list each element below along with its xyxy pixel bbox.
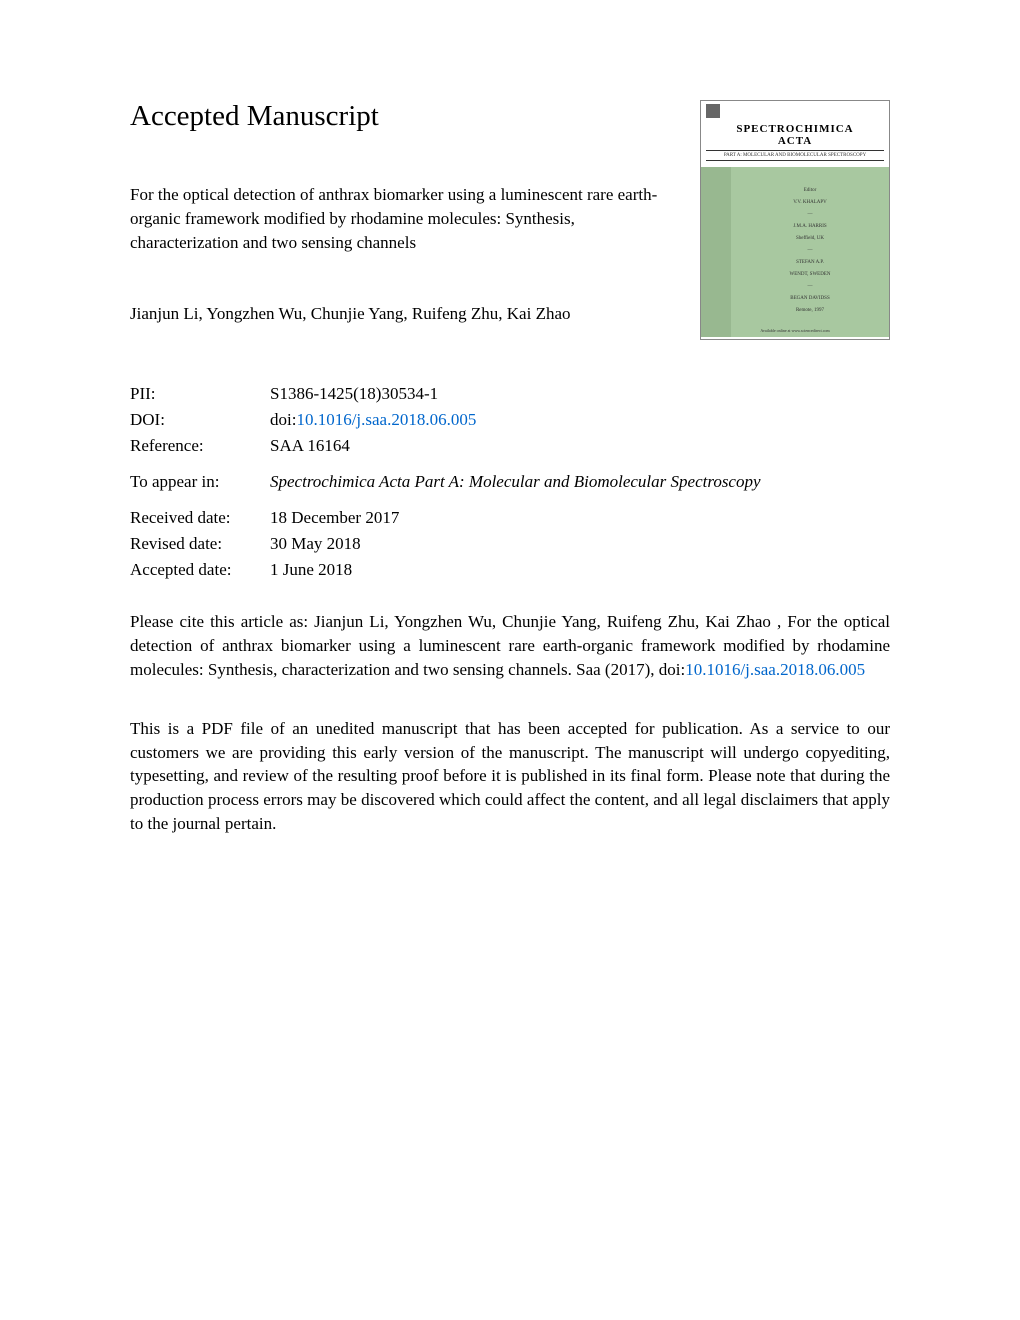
meta-row-pii: PII: S1386-1425(18)30534-1 — [130, 384, 890, 404]
meta-row-reference: Reference: SAA 16164 — [130, 436, 890, 456]
appear-label: To appear in: — [130, 472, 270, 492]
page-title: Accepted Manuscript — [130, 100, 660, 133]
doi-label: DOI: — [130, 410, 270, 430]
meta-row-received: Received date: 18 December 2017 — [130, 508, 890, 528]
doi-prefix: doi: — [270, 410, 296, 429]
citation-text: Please cite this article as: Jianjun Li,… — [130, 610, 890, 681]
cover-center: Editor V.V. KHALAPV — J.M.A. HARRIS Shef… — [731, 167, 889, 337]
cover-left-strip — [701, 167, 731, 337]
meta-row-revised: Revised date: 30 May 2018 — [130, 534, 890, 554]
reference-value: SAA 16164 — [270, 436, 890, 456]
cover-journal-name-1: SPECTROCHIMICA — [706, 123, 884, 135]
accepted-label: Accepted date: — [130, 560, 270, 580]
cover-header — [701, 101, 889, 121]
left-column: Accepted Manuscript For the optical dete… — [130, 100, 660, 354]
meta-row-appear: To appear in: Spectrochimica Acta Part A… — [130, 472, 890, 492]
pii-value: S1386-1425(18)30534-1 — [270, 384, 890, 404]
pii-label: PII: — [130, 384, 270, 404]
appear-value: Spectrochimica Acta Part A: Molecular an… — [270, 472, 890, 492]
publisher-logo-icon — [706, 104, 720, 118]
received-label: Received date: — [130, 508, 270, 528]
meta-row-accepted: Accepted date: 1 June 2018 — [130, 560, 890, 580]
metadata-table: PII: S1386-1425(18)30534-1 DOI: doi:10.1… — [130, 384, 890, 580]
doi-value: doi:10.1016/j.saa.2018.06.005 — [270, 410, 890, 430]
article-title: For the optical detection of anthrax bio… — [130, 183, 660, 254]
citation-doi-link[interactable]: 10.1016/j.saa.2018.06.005 — [685, 660, 865, 679]
revised-label: Revised date: — [130, 534, 270, 554]
accepted-value: 1 June 2018 — [270, 560, 890, 580]
cover-journal-name-2: ACTA — [706, 135, 884, 147]
cover-footer: Available online at www.sciencedirect.co… — [701, 328, 889, 333]
received-value: 18 December 2017 — [270, 508, 890, 528]
cover-body: Editor V.V. KHALAPV — J.M.A. HARRIS Shef… — [701, 167, 889, 337]
doi-link[interactable]: 10.1016/j.saa.2018.06.005 — [296, 410, 476, 429]
header-row: Accepted Manuscript For the optical dete… — [130, 100, 890, 354]
cover-subtitle: PART A: MOLECULAR AND BIOMOLECULAR SPECT… — [706, 150, 884, 161]
revised-value: 30 May 2018 — [270, 534, 890, 554]
cover-title-section: SPECTROCHIMICA ACTA PART A: MOLECULAR AN… — [701, 121, 889, 167]
journal-cover-thumbnail: SPECTROCHIMICA ACTA PART A: MOLECULAR AN… — [700, 100, 890, 340]
meta-row-doi: DOI: doi:10.1016/j.saa.2018.06.005 — [130, 410, 890, 430]
disclaimer-text: This is a PDF file of an unedited manusc… — [130, 717, 890, 836]
authors: Jianjun Li, Yongzhen Wu, Chunjie Yang, R… — [130, 304, 660, 324]
reference-label: Reference: — [130, 436, 270, 456]
